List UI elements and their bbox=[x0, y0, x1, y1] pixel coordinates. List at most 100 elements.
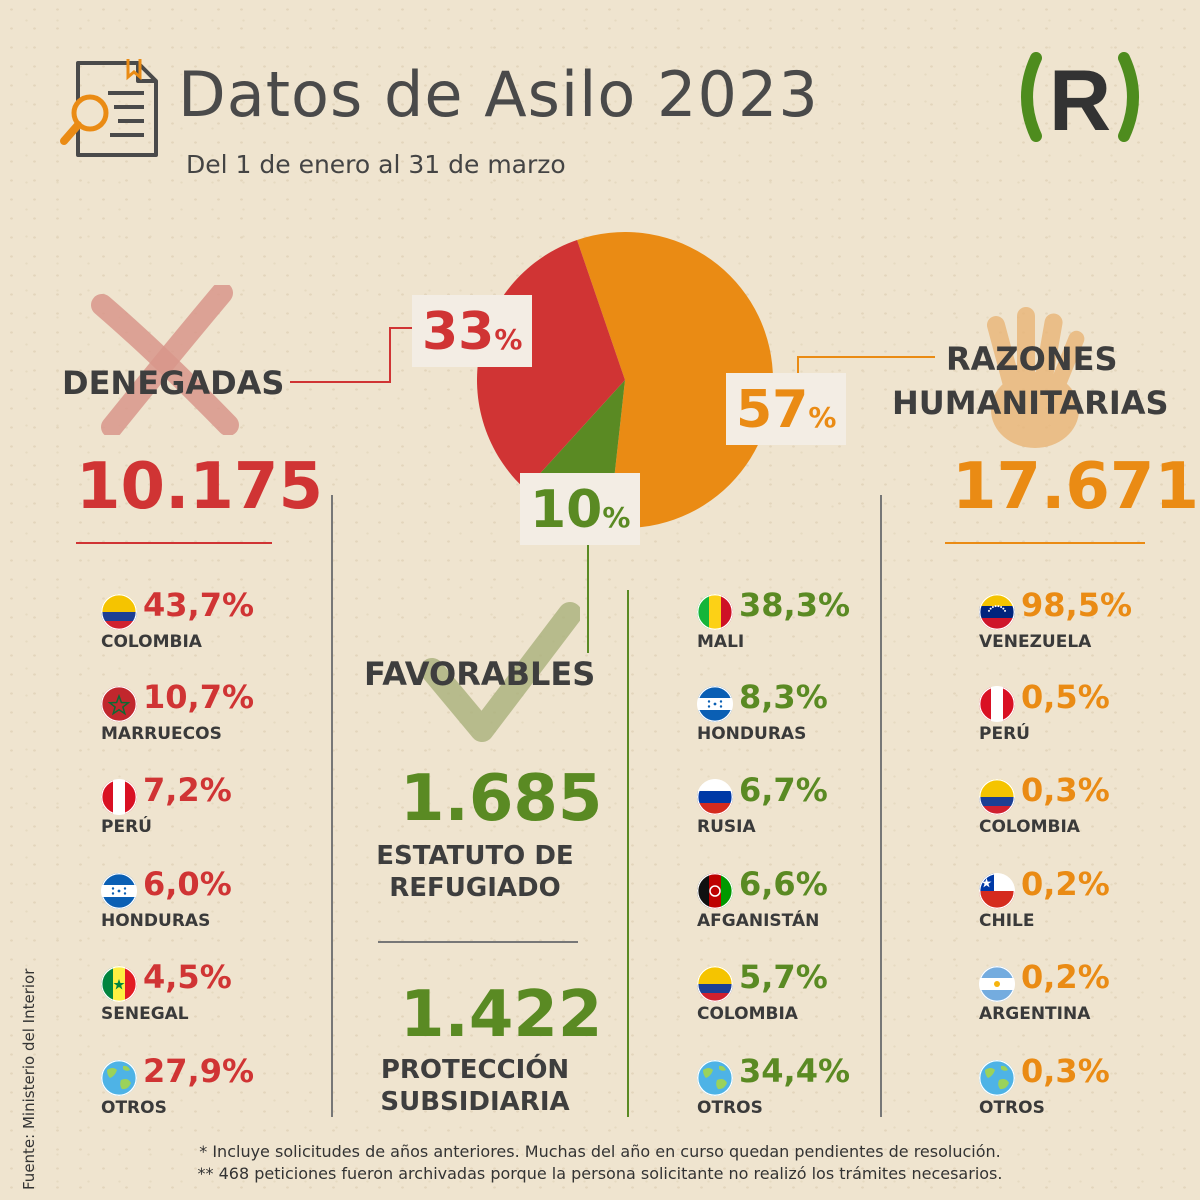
page-subtitle: Del 1 de enero al 31 de marzo bbox=[186, 150, 566, 179]
country-percent: 5,7% bbox=[739, 958, 828, 996]
country-row: 27,9% OTROS bbox=[101, 1052, 361, 1124]
country-percent: 0,2% bbox=[1021, 958, 1110, 996]
country-row: 38,3% MALI bbox=[697, 586, 957, 658]
humanitarias-divider bbox=[945, 542, 1145, 544]
mali-flag-icon bbox=[697, 594, 733, 630]
footnote-2: ** 468 peticiones fueron archivadas porq… bbox=[197, 1164, 1003, 1183]
country-name: VENEZUELA bbox=[979, 632, 1092, 652]
country-percent: 38,3% bbox=[739, 586, 851, 624]
column-separator-right bbox=[880, 495, 882, 1117]
country-row: 7,2% PERÚ bbox=[101, 771, 361, 843]
country-percent: 6,6% bbox=[739, 865, 828, 903]
denegadas-divider bbox=[76, 542, 272, 544]
country-percent: 0,3% bbox=[1021, 771, 1110, 809]
country-percent: 4,5% bbox=[143, 958, 232, 996]
colombia-flag-icon bbox=[979, 779, 1015, 815]
favorables-connector bbox=[587, 545, 589, 653]
country-name: HONDURAS bbox=[697, 724, 807, 744]
chile-flag-icon bbox=[979, 873, 1015, 909]
country-row: 6,0% HONDURAS bbox=[101, 865, 361, 937]
globe-flag-icon bbox=[697, 1060, 733, 1096]
footnote-1: * Incluye solicitudes de años anteriores… bbox=[199, 1142, 1001, 1161]
country-name: RUSIA bbox=[697, 817, 756, 837]
country-name: COLOMBIA bbox=[101, 632, 202, 652]
refugiado-label: ESTATUTO DE REFUGIADO bbox=[376, 841, 574, 903]
brand-logo: R bbox=[1021, 52, 1139, 142]
denegadas-total: 10.175 bbox=[76, 450, 323, 524]
country-name: OTROS bbox=[101, 1098, 167, 1118]
country-percent: 0,2% bbox=[1021, 865, 1110, 903]
country-percent: 98,5% bbox=[1021, 586, 1133, 624]
peru-flag-icon bbox=[979, 686, 1015, 722]
subsidiaria-label: PROTECCIÓN SUBSIDIARIA bbox=[380, 1055, 570, 1117]
country-percent: 6,0% bbox=[143, 865, 232, 903]
country-name: COLOMBIA bbox=[697, 1004, 798, 1024]
colombia-flag-icon bbox=[697, 966, 733, 1002]
globe-flag-icon bbox=[101, 1060, 137, 1096]
country-percent: 7,2% bbox=[143, 771, 232, 809]
country-name: MARRUECOS bbox=[101, 724, 222, 744]
country-percent: 0,3% bbox=[1021, 1052, 1110, 1090]
page-title: Datos de Asilo 2023 bbox=[178, 58, 819, 131]
country-name: OTROS bbox=[979, 1098, 1045, 1118]
country-name: OTROS bbox=[697, 1098, 763, 1118]
colombia-flag-icon bbox=[101, 594, 137, 630]
country-row: 5,7% COLOMBIA bbox=[697, 958, 957, 1030]
source-note: Fuente: Ministerio del Interior bbox=[20, 968, 38, 1190]
country-row: 0,5% PERÚ bbox=[979, 678, 1200, 750]
country-row: 0,2% ARGENTINA bbox=[979, 958, 1200, 1030]
country-percent: 0,5% bbox=[1021, 678, 1110, 716]
honduras-flag-icon bbox=[697, 686, 733, 722]
favorables-divider bbox=[378, 941, 578, 943]
country-percent: 10,7% bbox=[143, 678, 255, 716]
country-name: AFGANISTÁN bbox=[697, 911, 820, 931]
country-name: PERÚ bbox=[979, 724, 1030, 744]
country-row: 8,3% HONDURAS bbox=[697, 678, 957, 750]
country-percent: 27,9% bbox=[143, 1052, 255, 1090]
country-row: 6,7% RUSIA bbox=[697, 771, 957, 843]
logo-letter: R bbox=[1049, 53, 1111, 142]
honduras-flag-icon bbox=[101, 873, 137, 909]
country-percent: 6,7% bbox=[739, 771, 828, 809]
country-row: 0,2% CHILE bbox=[979, 865, 1200, 937]
country-name: COLOMBIA bbox=[979, 817, 1080, 837]
favorables-label: FAVORABLES bbox=[364, 655, 596, 693]
country-row: 4,5% SENEGAL bbox=[101, 958, 361, 1030]
senegal-flag-icon bbox=[101, 966, 137, 1002]
country-percent: 43,7% bbox=[143, 586, 255, 624]
globe-flag-icon bbox=[979, 1060, 1015, 1096]
humanitarias-total: 17.671 bbox=[952, 450, 1199, 524]
country-percent: 34,4% bbox=[739, 1052, 851, 1090]
denegadas-percent-label: 33% bbox=[412, 295, 533, 367]
pie-slice-razones-humanitarias bbox=[577, 232, 773, 529]
subsidiaria-value: 1.422 bbox=[400, 978, 603, 1052]
country-percent: 8,3% bbox=[739, 678, 828, 716]
checkmark-icon bbox=[420, 602, 580, 742]
peru-flag-icon bbox=[101, 779, 137, 815]
denegadas-label: DENEGADAS bbox=[62, 364, 285, 402]
country-name: MALI bbox=[697, 632, 745, 652]
country-row: 34,4% OTROS bbox=[697, 1052, 957, 1124]
favorables-percent-label: 10% bbox=[520, 473, 641, 545]
refugiado-value: 1.685 bbox=[400, 762, 603, 836]
country-row: 98,5% VENEZUELA bbox=[979, 586, 1200, 658]
column-separator-green bbox=[627, 590, 629, 1117]
document-search-icon bbox=[60, 59, 158, 157]
country-row: 10,7% MARRUECOS bbox=[101, 678, 361, 750]
country-row: 43,7% COLOMBIA bbox=[101, 586, 361, 658]
humanitarias-label-line1: RAZONES bbox=[946, 340, 1118, 378]
venezuela-flag-icon bbox=[979, 594, 1015, 630]
country-row: 0,3% COLOMBIA bbox=[979, 771, 1200, 843]
cross-icon bbox=[91, 285, 239, 435]
country-row: 0,3% OTROS bbox=[979, 1052, 1200, 1124]
humanitarias-label-line2: HUMANITARIAS bbox=[892, 384, 1169, 422]
country-name: PERÚ bbox=[101, 817, 152, 837]
morocco-flag-icon bbox=[101, 686, 137, 722]
argentina-flag-icon bbox=[979, 966, 1015, 1002]
hands-icon bbox=[986, 307, 1085, 448]
country-name: ARGENTINA bbox=[979, 1004, 1091, 1024]
afghanistan-flag-icon bbox=[697, 873, 733, 909]
russia-flag-icon bbox=[697, 779, 733, 815]
column-separator-left bbox=[331, 495, 333, 1117]
humanitarias-percent-label: 57% bbox=[726, 373, 847, 445]
